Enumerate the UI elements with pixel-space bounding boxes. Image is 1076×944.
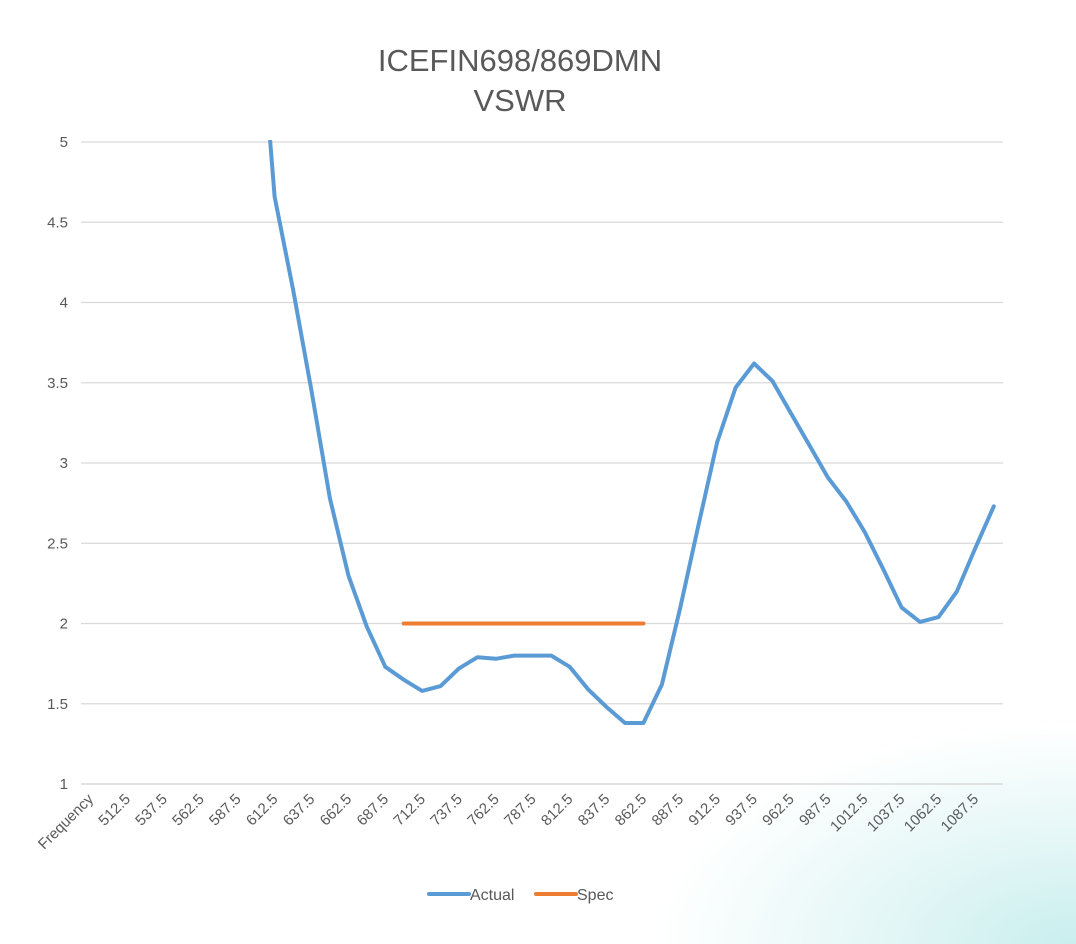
x-tick-label: 762.5	[464, 791, 503, 830]
x-tick-label: 962.5	[759, 791, 798, 830]
y-tick-label: 1	[60, 776, 68, 793]
x-tick-label: 612.5	[243, 791, 282, 830]
x-tick-label: 887.5	[649, 791, 688, 830]
x-tick-label: 637.5	[280, 791, 319, 830]
gridlines	[81, 141, 1003, 785]
x-tick-label: 1087.5	[938, 791, 982, 835]
x-tick-label: Frequency	[35, 790, 97, 852]
x-tick-label: 937.5	[722, 791, 761, 830]
x-tick-label: 737.5	[427, 791, 466, 830]
y-tick-label: 4.5	[47, 214, 68, 231]
x-axis-tick-labels: Frequency512.5537.5562.5587.5612.5637.56…	[35, 790, 982, 852]
x-tick-label: 1037.5	[864, 791, 908, 835]
legend: Actual Spec	[427, 887, 613, 904]
y-tick-label: 2.5	[47, 535, 68, 552]
chart-title-line-1: ICEFIN698/869DMN	[378, 43, 662, 78]
x-tick-label: 1062.5	[901, 791, 945, 835]
x-tick-label: 837.5	[575, 791, 614, 830]
x-tick-label: 712.5	[390, 791, 429, 830]
y-tick-label: 3.5	[47, 375, 68, 392]
y-tick-label: 2	[60, 616, 68, 633]
x-tick-label: 787.5	[501, 791, 540, 830]
y-tick-label: 5	[60, 134, 68, 151]
y-tick-label: 3	[60, 455, 68, 472]
x-tick-label: 687.5	[354, 791, 393, 830]
x-tick-label: 537.5	[132, 791, 171, 830]
x-tick-label: 1012.5	[827, 791, 871, 835]
y-tick-label: 1.5	[47, 696, 68, 713]
series-line-actual	[268, 140, 996, 725]
chart-title-line-2: VSWR	[474, 83, 567, 118]
y-tick-label: 4	[60, 295, 68, 312]
series-lines	[268, 140, 996, 725]
x-tick-label: 562.5	[169, 791, 208, 830]
x-tick-label: 512.5	[95, 791, 134, 830]
x-tick-label: 662.5	[317, 791, 356, 830]
y-axis-tick-labels: 1 1.5 2 2.5 3 3.5 4 4.5 5	[47, 134, 68, 793]
x-tick-label: 587.5	[206, 791, 245, 830]
x-tick-label: 862.5	[612, 791, 651, 830]
x-tick-label: 812.5	[538, 791, 577, 830]
legend-label-actual: Actual	[470, 887, 514, 904]
legend-label-spec: Spec	[577, 887, 613, 904]
x-tick-label: 912.5	[685, 791, 724, 830]
